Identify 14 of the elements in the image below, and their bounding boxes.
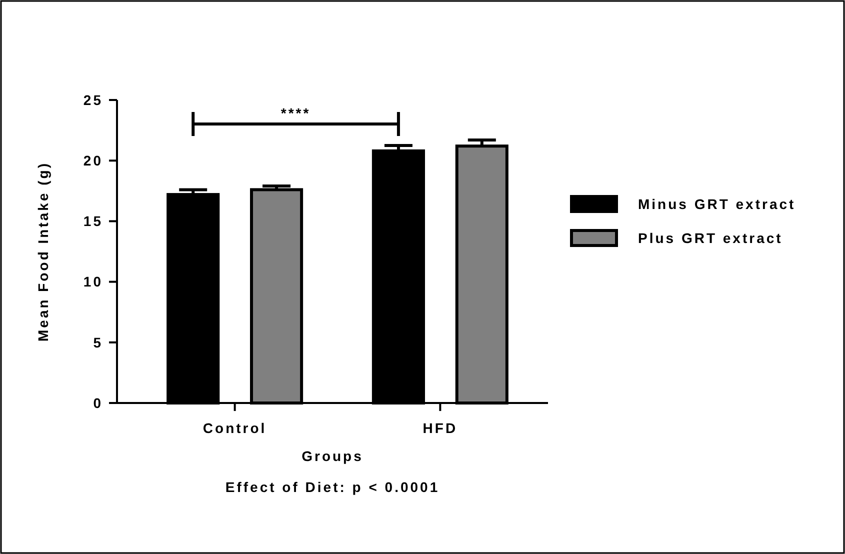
text: Effect of Diet: p < 0.0001 — [225, 479, 440, 495]
y-tick-label: 10 — [83, 274, 103, 290]
x-axis-title: Groups — [302, 448, 364, 464]
y-tick-label: 0 — [93, 394, 103, 411]
y-tick-label: 20 — [83, 152, 103, 168]
annotation: **** — [280, 105, 311, 121]
legend-label: Minus GRT extract — [638, 196, 796, 212]
x-tick-label: HFD — [422, 420, 458, 436]
y-tick-label: 15 — [83, 213, 103, 230]
y-tick-label: 25 — [83, 92, 103, 108]
legend-label: Plus GRT extract — [638, 230, 783, 246]
y-tick-label: 5 — [93, 334, 103, 350]
x-tick-label: Control — [202, 420, 267, 436]
y-axis-title: Mean Food Intake (g) — [35, 162, 51, 342]
